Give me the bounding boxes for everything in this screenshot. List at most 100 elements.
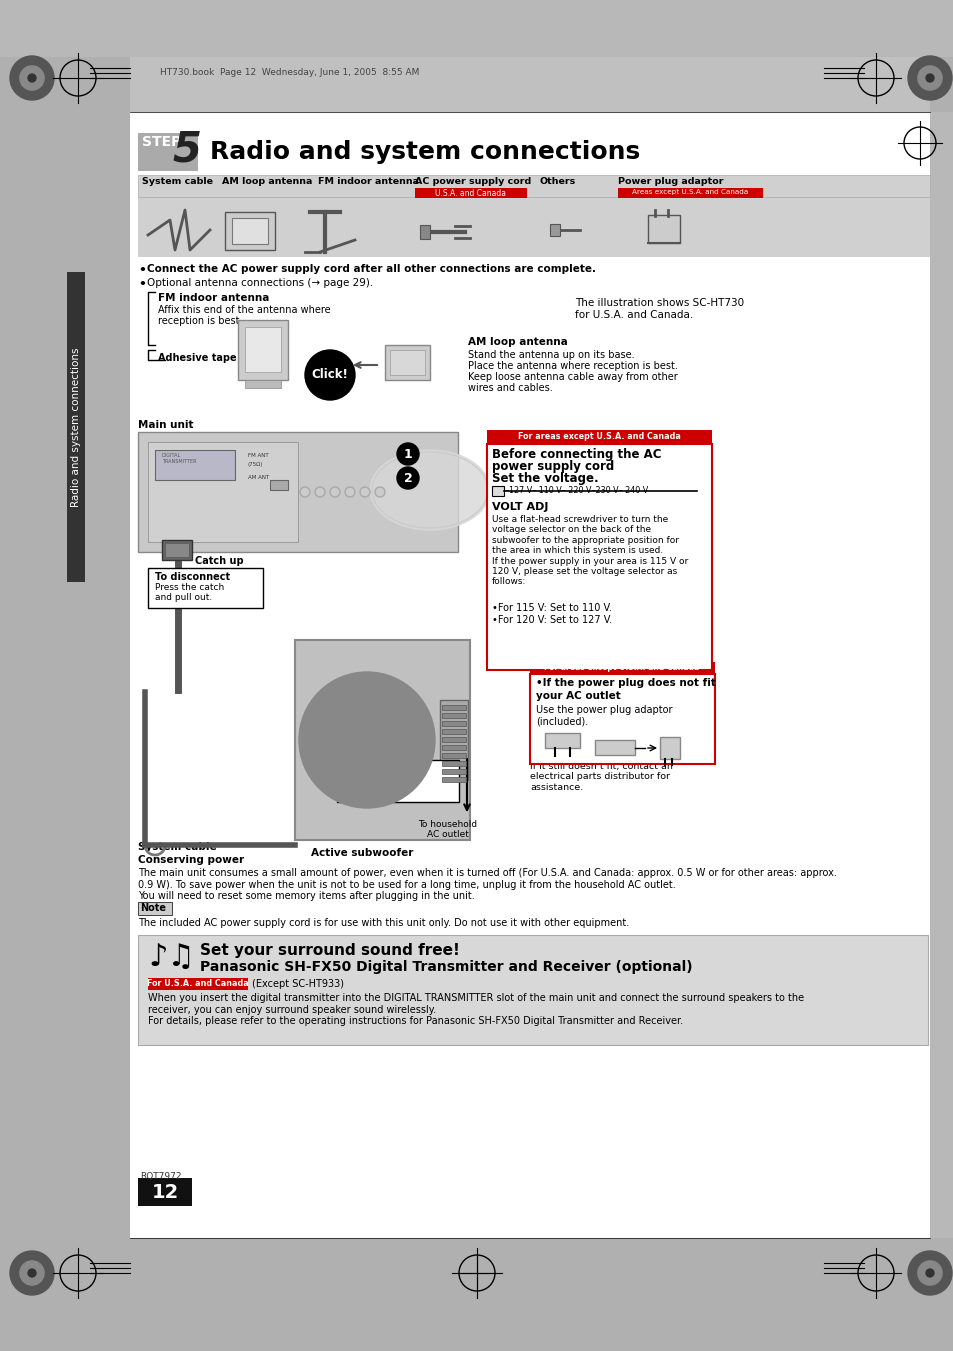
Text: Adhesive tape: Adhesive tape: [158, 353, 236, 363]
Text: To household
AC outlet: To household AC outlet: [418, 820, 477, 839]
Circle shape: [375, 486, 385, 497]
Bar: [138, 132, 198, 172]
Text: Catch up: Catch up: [365, 748, 414, 758]
Circle shape: [355, 728, 378, 753]
Text: VOLT ADJ: VOLT ADJ: [492, 503, 548, 512]
Text: Connect the AC power supply cord after all other connections are complete.: Connect the AC power supply cord after a…: [147, 263, 596, 274]
Text: Others: Others: [539, 177, 576, 186]
Bar: [544, 734, 579, 748]
Text: Catch up: Catch up: [194, 557, 243, 566]
Circle shape: [341, 715, 392, 765]
Circle shape: [917, 1260, 942, 1285]
Text: •If the power plug does not fit: •If the power plug does not fit: [536, 678, 715, 688]
Text: To disconnect: To disconnect: [154, 571, 230, 582]
Circle shape: [20, 1260, 44, 1285]
Bar: [138, 432, 457, 553]
Bar: [379, 712, 399, 747]
Bar: [138, 197, 929, 257]
Circle shape: [330, 486, 339, 497]
Circle shape: [316, 489, 323, 496]
Circle shape: [907, 55, 951, 100]
Bar: [138, 1178, 192, 1206]
Bar: [130, 57, 929, 112]
Circle shape: [359, 486, 370, 497]
Bar: [148, 978, 248, 990]
Circle shape: [907, 1251, 951, 1296]
Text: FM indoor antenna: FM indoor antenna: [317, 177, 418, 186]
Bar: [441, 769, 465, 774]
Bar: [154, 450, 234, 480]
Text: Conserving power: Conserving power: [138, 855, 244, 865]
Bar: [270, 480, 288, 490]
Circle shape: [20, 66, 44, 91]
Bar: [618, 188, 762, 199]
Text: AM loop antenna: AM loop antenna: [222, 177, 312, 186]
Circle shape: [298, 671, 435, 808]
Circle shape: [331, 489, 338, 496]
Circle shape: [314, 486, 325, 497]
Ellipse shape: [370, 450, 490, 530]
Text: Active subwoofer: Active subwoofer: [311, 848, 413, 858]
Text: Click!: Click!: [312, 369, 348, 381]
Bar: [67, 272, 85, 582]
Bar: [385, 345, 430, 380]
Bar: [441, 705, 465, 711]
Bar: [647, 215, 679, 243]
Text: Press the catch
and pull out.: Press the catch and pull out.: [341, 775, 411, 796]
Text: Use a flat-head screwdriver to turn the
voltage selector on the back of the
subw: Use a flat-head screwdriver to turn the …: [492, 515, 687, 586]
Circle shape: [917, 66, 942, 91]
Text: Power plug adaptor: Power plug adaptor: [618, 177, 722, 186]
Bar: [419, 226, 430, 239]
Text: Keep loose antenna cable away from other: Keep loose antenna cable away from other: [468, 372, 677, 382]
Circle shape: [327, 700, 407, 780]
Text: –127 V– 110 V– 220 V–230 V– 240 V: –127 V– 110 V– 220 V–230 V– 240 V: [504, 486, 648, 494]
Bar: [441, 738, 465, 742]
Text: 12: 12: [152, 1182, 178, 1201]
Bar: [441, 713, 465, 717]
Bar: [336, 761, 458, 802]
Text: ♪♫: ♪♫: [148, 943, 194, 971]
Bar: [415, 188, 526, 199]
Text: Set your surround sound free!: Set your surround sound free!: [200, 943, 459, 958]
Circle shape: [305, 350, 355, 400]
Bar: [138, 935, 927, 1046]
Circle shape: [925, 1269, 933, 1277]
Bar: [130, 112, 929, 1238]
Bar: [441, 761, 465, 766]
Text: For U.S.A. and Canada: For U.S.A. and Canada: [147, 979, 249, 988]
Bar: [0, 57, 130, 1238]
Text: AM ANT: AM ANT: [248, 476, 269, 480]
Bar: [659, 738, 679, 759]
Bar: [0, 1238, 953, 1351]
Bar: [390, 350, 424, 376]
Circle shape: [10, 1251, 54, 1296]
Text: RQT7972: RQT7972: [140, 1173, 181, 1181]
Text: AM loop antenna: AM loop antenna: [468, 336, 567, 347]
Circle shape: [307, 353, 353, 399]
Text: U.S.A. and Canada: U.S.A. and Canada: [435, 189, 506, 199]
Text: TRANSMITTER: TRANSMITTER: [162, 459, 196, 463]
Circle shape: [10, 55, 54, 100]
Text: (75Ω): (75Ω): [248, 462, 263, 467]
Bar: [245, 327, 281, 372]
Bar: [441, 777, 465, 782]
Bar: [384, 716, 395, 743]
Text: Affix this end of the antenna where: Affix this end of the antenna where: [158, 305, 331, 315]
Circle shape: [361, 489, 368, 496]
Text: •: •: [138, 263, 146, 277]
Bar: [550, 224, 559, 236]
Text: 1: 1: [403, 447, 412, 461]
Text: HT730.book  Page 12  Wednesday, June 1, 2005  8:55 AM: HT730.book Page 12 Wednesday, June 1, 20…: [160, 68, 419, 77]
Text: AC power supply cord: AC power supply cord: [530, 650, 658, 661]
Text: If it still doesn’t fit, contact an
electrical parts distributor for
assistance.: If it still doesn’t fit, contact an elec…: [530, 762, 672, 792]
Circle shape: [345, 486, 355, 497]
Text: Optional antenna connections (→ page 29).: Optional antenna connections (→ page 29)…: [147, 278, 373, 288]
Text: reception is best.: reception is best.: [158, 316, 242, 326]
Bar: [441, 721, 465, 725]
Text: wires and cables.: wires and cables.: [468, 382, 552, 393]
Bar: [530, 674, 714, 765]
Bar: [530, 662, 714, 674]
Bar: [148, 567, 263, 608]
Text: The illustration shows SC-HT730
for U.S.A. and Canada.: The illustration shows SC-HT730 for U.S.…: [575, 299, 743, 320]
Text: •For 120 V: Set to 127 V.: •For 120 V: Set to 127 V.: [492, 615, 612, 626]
